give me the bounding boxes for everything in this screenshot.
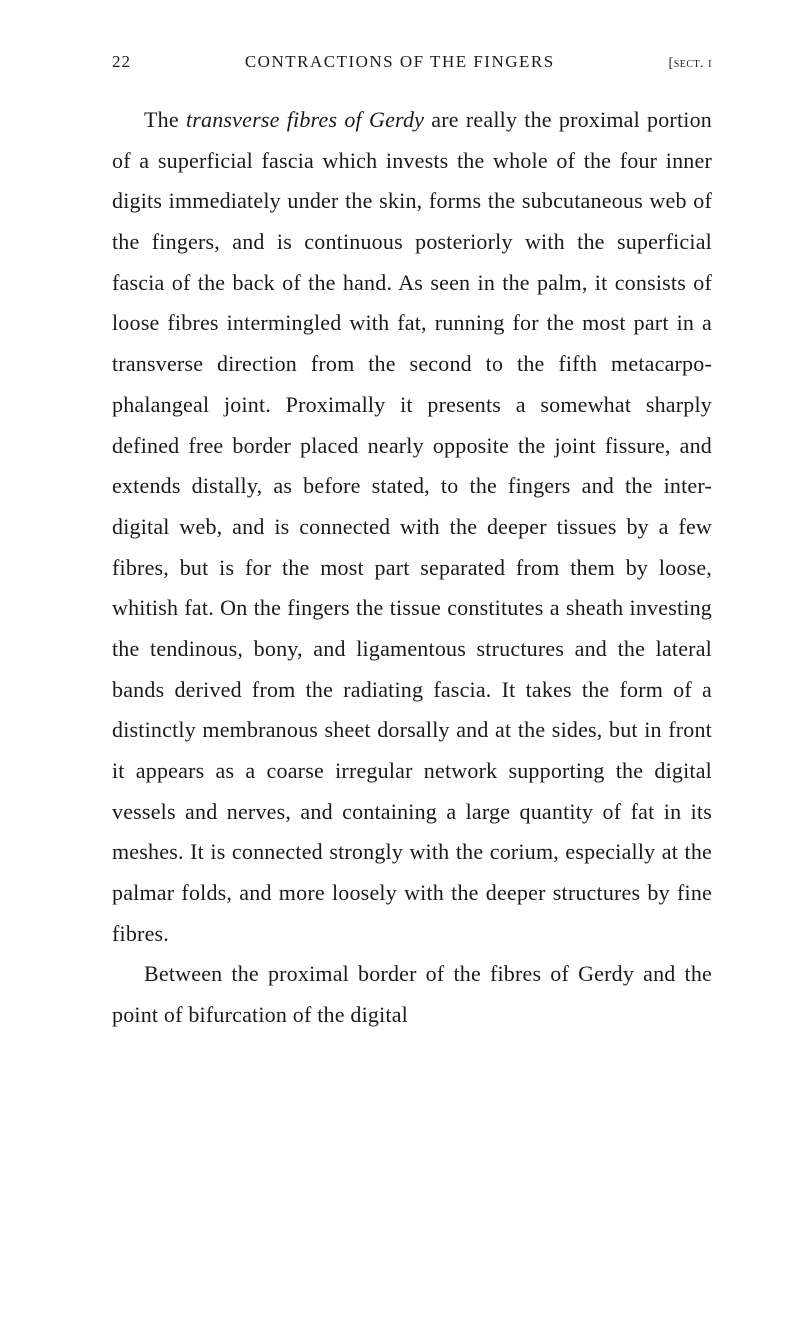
p1-italic-phrase: transverse fibres of Gerdy [186,107,424,132]
p1-lead: The [144,107,186,132]
section-marker: [sect. i [669,56,712,72]
paragraph-1: The transverse fibres of Gerdy are reall… [112,100,712,954]
running-title: CONTRACTIONS OF THE FINGERS [155,52,645,72]
p1-rest: are really the proximal portion of a sup… [112,107,712,946]
body-text: The transverse fibres of Gerdy are reall… [112,100,712,1036]
paragraph-2: Between the proximal border of the fibre… [112,954,712,1035]
page-number: 22 [112,52,131,72]
p2-text: Between the proximal border of the fibre… [112,961,712,1027]
page-header: 22 CONTRACTIONS OF THE FINGERS [sect. i [112,52,712,72]
